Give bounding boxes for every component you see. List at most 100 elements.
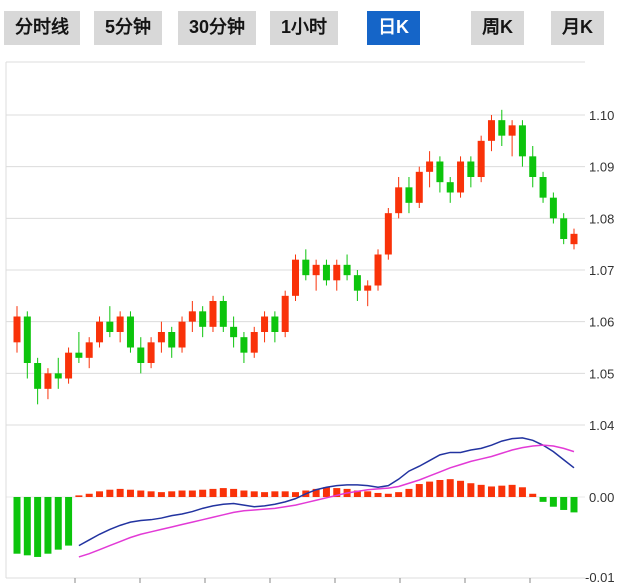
macd-hist-bar [487,486,495,497]
macd-hist-bar [54,497,62,550]
candle-body [240,337,248,353]
candle-body [250,332,258,353]
macd-hist-bar [415,484,423,497]
macd-hist-bar [281,491,289,497]
macd-hist-bar [34,497,42,557]
candle-body [85,342,93,358]
tab-daily-k[interactable]: 日K [367,11,421,45]
dif-line [78,437,575,547]
tab-monthly-k[interactable]: 月K [551,11,605,45]
candle-body [230,326,238,338]
macd-histogram [13,479,578,557]
candle-body [199,311,207,327]
tab-timeline[interactable]: 分时线 [4,11,80,45]
axis-labels: 1.10 1.09 1.08 1.07 1.06 1.05 1.04 0.00 -0.01 [585,108,615,583]
tab-weekly-k[interactable]: 周K [471,11,525,45]
macd-hist-bar [333,488,341,497]
candle-body [322,264,330,281]
dea-line [78,444,575,558]
candle-body [271,316,279,332]
candles [13,109,578,405]
candle-body [467,161,475,177]
macd-hist-bar [322,487,330,497]
candle-body [395,187,403,214]
candle-body [219,301,227,327]
candle-body [292,259,299,296]
macd-hist-bar [353,490,361,497]
macd-hist-bar [23,497,31,556]
candle-body [178,321,186,348]
candle-body [364,285,372,291]
macd-hist-bar [364,491,372,497]
chart-area: 1.10 1.09 1.08 1.07 1.06 1.05 1.04 0.00 -0.01 [0,48,639,583]
macd-hist-bar [157,492,165,497]
tab-1hour[interactable]: 1小时 [270,11,339,45]
candle-body [281,295,289,332]
macd-hist-bar [312,488,320,497]
macd-hist-bar [446,479,454,497]
macd-hist-bar [518,487,526,497]
macd-lines [78,437,575,558]
candle-body [188,311,196,322]
macd-hist-bar [529,493,537,497]
macd-hist-bar [261,492,269,497]
price-axis-label: 1.06 [589,315,614,330]
macd-hist-bar [467,483,475,497]
price-axis-label: 1.04 [589,418,614,433]
candle-body [75,352,83,358]
macd-hist-bar [116,488,124,497]
candle-body [353,275,361,291]
macd-hist-bar [570,497,578,513]
candle-body [457,161,465,193]
macd-hist-bar [13,497,21,554]
macd-hist-bar [106,489,114,497]
candle-body [54,373,62,379]
macd-hist-bar [292,492,299,497]
macd-hist-bar [126,489,134,497]
macd-hist-bar [374,492,382,497]
macd-hist-bar [65,497,73,546]
macd-hist-bar [168,491,176,497]
macd-hist-bar [508,484,516,497]
tab-30min[interactable]: 30分钟 [178,11,257,45]
candle-body [209,301,217,327]
candle-body [487,120,495,141]
candle-body [106,321,114,332]
macd-hist-bar [75,495,83,497]
candle-body [384,213,392,255]
candle-body [23,316,31,363]
macd-hist-bar [44,497,52,554]
candle-body [116,316,124,332]
macd-hist-bar [560,497,568,510]
candlestick-macd-chart[interactable]: 1.10 1.09 1.08 1.07 1.06 1.05 1.04 0.00 -0.01 [0,48,639,583]
candle-body [549,197,557,219]
candle-body [570,233,578,245]
candle-body [436,161,444,183]
price-axis-label: 1.08 [589,211,614,226]
price-axis-label: 1.05 [589,366,614,381]
candle-body [312,264,320,276]
macd-hist-bar [96,491,104,497]
macd-hist-bar [85,493,93,497]
candle-body [261,316,269,332]
candle-body [539,177,547,198]
tab-5min[interactable]: 5分钟 [94,11,163,45]
candle-body [34,363,42,389]
macd-hist-bar [240,490,248,497]
macd-hist-bar [250,491,258,497]
candle-body [137,347,145,363]
candle-body [426,161,434,172]
macd-hist-bar [426,481,434,497]
candle-body [446,182,454,193]
macd-hist-bar [477,484,485,497]
macd-hist-bar [539,497,547,502]
candle-body [415,171,423,203]
macd-hist-bar [147,491,155,497]
candle-body [96,321,104,343]
macd-axis-label: -0.01 [585,570,615,583]
macd-hist-bar [457,480,465,497]
candle-body [498,120,506,136]
candle-body [529,156,537,177]
candle-body [518,125,526,157]
